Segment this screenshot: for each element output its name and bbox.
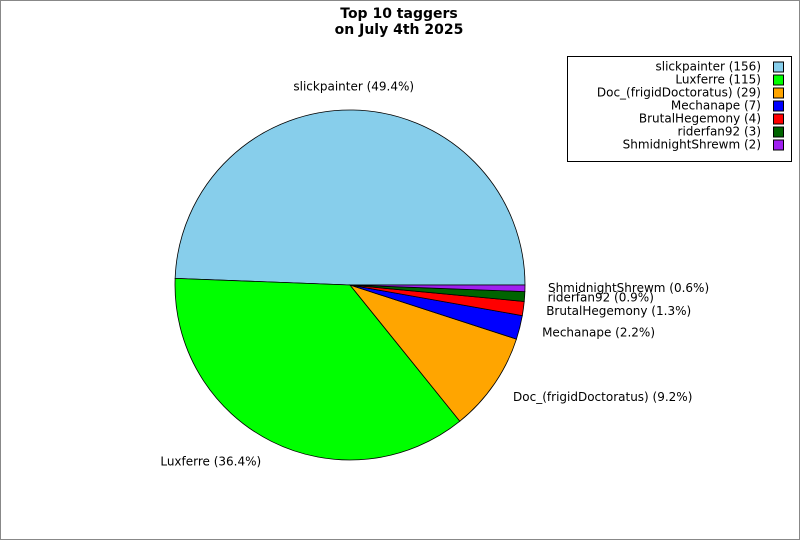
pie-slice — [174, 277, 461, 461]
slice-label: BrutalHegemony (1.3%) — [546, 304, 691, 318]
legend-swatch — [773, 139, 784, 151]
slice-label: riderfan92 (0.9%) — [548, 291, 654, 305]
legend-swatch — [773, 61, 784, 73]
slice-label: slickpainter (49.4%) — [293, 80, 414, 94]
legend-swatch — [773, 87, 784, 99]
slice-label: Doc_(frigidDoctoratus) (9.2%) — [513, 390, 692, 404]
slice-label: ShmidnightShrewm (0.6%) — [548, 281, 709, 295]
chart-title: Top 10 taggers — [340, 6, 457, 22]
pie-slice — [174, 109, 526, 286]
legend-label: ShmidnightShrewm (2) — [623, 138, 761, 152]
legend-box — [567, 56, 792, 162]
legend-swatch — [773, 100, 784, 112]
legend-swatch — [773, 126, 784, 138]
legend-swatch — [773, 74, 784, 86]
chart-subtitle: on July 4th 2025 — [335, 22, 464, 38]
legend-swatch — [773, 113, 784, 125]
legend-label: Mechanape (7) — [671, 99, 761, 113]
slice-label: Luxferre (36.4%) — [160, 454, 261, 468]
legend-label: riderfan92 (3) — [678, 125, 761, 139]
pie-slice — [349, 284, 526, 293]
pie-slice — [348, 284, 517, 422]
slice-label: Mechanape (2.2%) — [542, 326, 655, 340]
legend-label: Luxferre (115) — [675, 73, 761, 87]
legend-label: BrutalHegemony (4) — [639, 112, 761, 126]
legend-label: Doc_(frigidDoctoratus) (29) — [597, 86, 761, 100]
legend-label: slickpainter (156) — [656, 60, 761, 74]
